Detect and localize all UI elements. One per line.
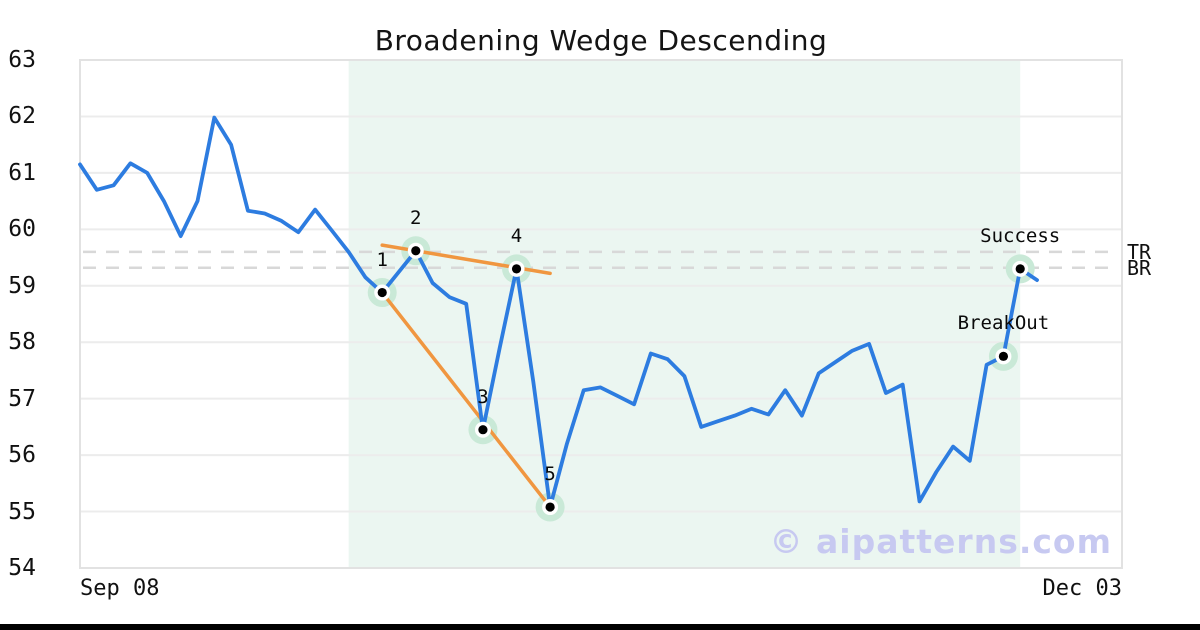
marker-dot-3	[478, 425, 488, 435]
pattern-point-label-success: Success	[980, 224, 1061, 247]
pattern-point-label-4: 4	[510, 224, 523, 247]
marker-dot-5	[545, 502, 555, 512]
y-tick-label: 57	[8, 385, 36, 412]
y-tick-label: 62	[8, 103, 36, 130]
pattern-point-label-3: 3	[477, 385, 489, 408]
trendline-lower	[380, 290, 552, 509]
y-tick-label: 54	[8, 555, 36, 581]
bottom-bar	[0, 624, 1200, 630]
pattern-point-label-breakout: BreakOut	[957, 312, 1050, 335]
pattern-point-label-5: 5	[544, 463, 556, 486]
y-tick-label: 55	[8, 498, 36, 525]
y-tick-label: 56	[8, 442, 36, 469]
y-tick-label: 61	[8, 159, 36, 186]
marker-dot-success	[1015, 264, 1025, 274]
x-tick-start: Sep 08	[80, 576, 160, 601]
marker-dot-1	[377, 287, 387, 298]
pattern-point-label-2: 2	[410, 206, 422, 229]
pattern-highlight-zone	[348, 60, 1021, 568]
watermark-text: © aipatterns.com	[769, 522, 1112, 561]
reference-label-br: BR	[1127, 255, 1152, 280]
price-line	[78, 115, 1039, 509]
y-tick-label: 63	[8, 47, 36, 73]
marker-dot-2	[411, 246, 421, 256]
plot-frame	[79, 59, 1123, 569]
y-tick-label: 60	[8, 216, 36, 243]
marker-dot-breakout	[998, 351, 1009, 361]
chart-title: Broadening Wedge Descending	[374, 24, 828, 57]
y-tick-label: 59	[8, 272, 36, 299]
marker-dot-4	[511, 264, 522, 274]
y-tick-label: 58	[8, 329, 36, 356]
pattern-point-label-1: 1	[376, 248, 388, 271]
x-tick-end: Dec 03	[1042, 576, 1122, 601]
reference-label-tr: TR	[1127, 239, 1152, 264]
